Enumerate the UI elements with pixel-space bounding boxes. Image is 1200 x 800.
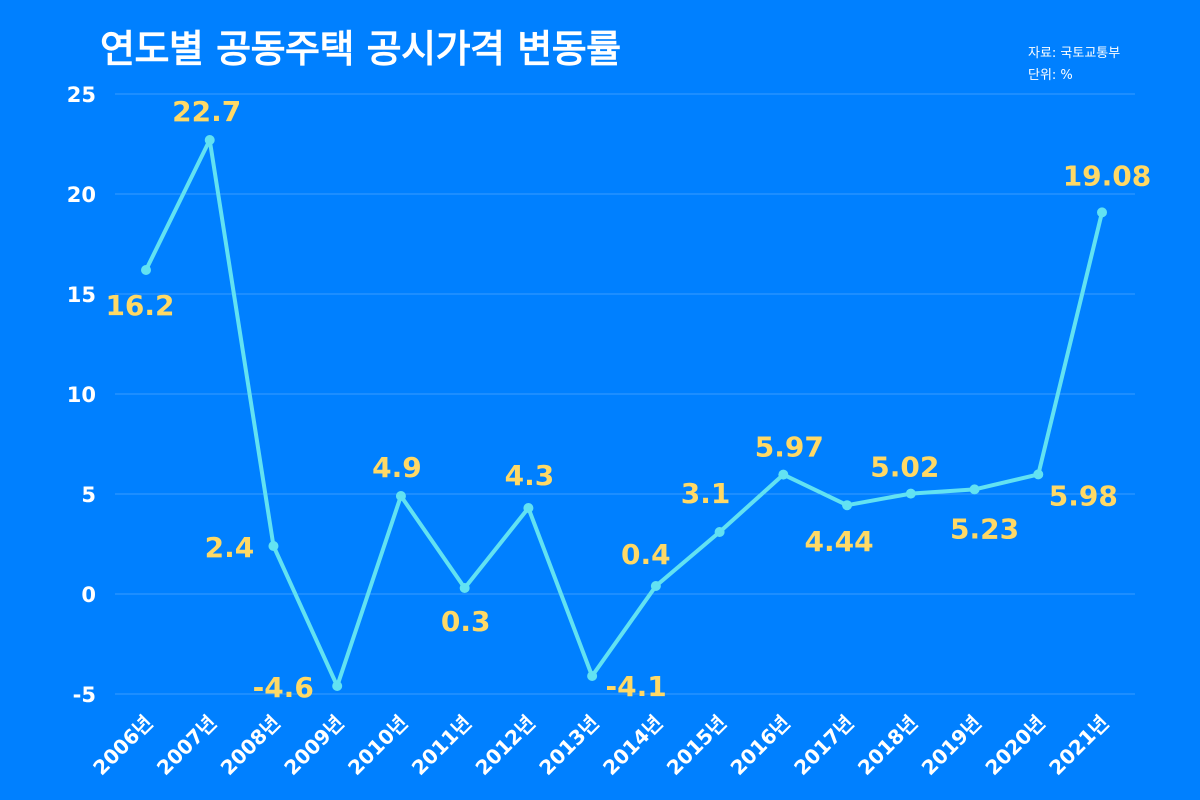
data-label: 16.2 (105, 289, 174, 322)
x-tick-label: 2006년 (88, 711, 157, 780)
data-point (650, 581, 661, 591)
chart-title: 연도별 공동주택 공시가격 변동률 (100, 27, 621, 71)
x-tick-label: 2008년 (216, 711, 285, 780)
data-label: 4.3 (505, 459, 555, 492)
data-point (842, 500, 853, 511)
x-tick-label: 2011년 (407, 711, 476, 780)
data-point (523, 503, 534, 513)
y-tick-label: -5 (73, 683, 96, 707)
data-label: 5.97 (755, 431, 824, 464)
data-point (268, 541, 279, 551)
data-point (332, 681, 343, 691)
x-tick-label: 2016년 (726, 711, 795, 780)
data-label: 3.1 (681, 477, 731, 510)
y-tick-label: 0 (81, 583, 96, 607)
x-tick-label: 2007년 (152, 711, 221, 780)
y-tick-label: 25 (67, 83, 96, 107)
x-tick-label: 2009년 (279, 711, 348, 780)
data-point (587, 671, 598, 681)
data-point (204, 135, 215, 145)
x-tick-label: 2017년 (789, 711, 858, 780)
data-point (778, 469, 789, 480)
x-tick-label: 2019년 (917, 711, 986, 780)
data-label: 5.98 (1049, 479, 1118, 512)
x-tick-label: 2015년 (662, 711, 731, 780)
x-tick-label: 2020년 (980, 711, 1049, 780)
data-label: 22.7 (172, 95, 241, 128)
y-tick-label: 5 (81, 483, 96, 507)
data-point (459, 583, 470, 593)
chart-notes: 자료: 국토교통부 단위: % (1028, 43, 1188, 87)
data-label: 4.44 (805, 525, 874, 558)
data-point (395, 491, 406, 501)
y-tick-label: 10 (67, 383, 96, 407)
x-tick-label: 2014년 (598, 711, 667, 780)
data-point (1097, 207, 1107, 218)
data-point (714, 527, 725, 537)
data-point (1033, 469, 1044, 480)
x-tick-label: 2012년 (471, 711, 540, 780)
x-tick-label: 2013년 (534, 711, 603, 780)
unit-note: 단위: % (1028, 68, 1073, 83)
x-tick-label: 2018년 (853, 711, 922, 780)
data-label: -4.6 (253, 671, 314, 704)
x-tick-label: 2010년 (343, 711, 412, 780)
y-tick-label: 15 (67, 283, 96, 307)
y-tick-label: 20 (67, 183, 96, 207)
data-label: 0.3 (441, 605, 491, 638)
data-point (969, 484, 980, 495)
series-line (144, 138, 1104, 688)
data-label: 5.02 (870, 451, 939, 484)
data-label: 0.4 (621, 538, 671, 571)
source-note: 자료: 국토교통부 (1028, 46, 1121, 61)
data-label: -4.1 (606, 670, 667, 703)
data-point (905, 488, 916, 499)
data-point (141, 265, 151, 275)
data-label: 5.23 (950, 512, 1019, 545)
data-label: 2.4 (205, 531, 255, 564)
data-label: 19.08 (1063, 159, 1152, 192)
x-tick-label: 2021년 (1044, 711, 1113, 780)
data-label: 4.9 (372, 451, 422, 484)
